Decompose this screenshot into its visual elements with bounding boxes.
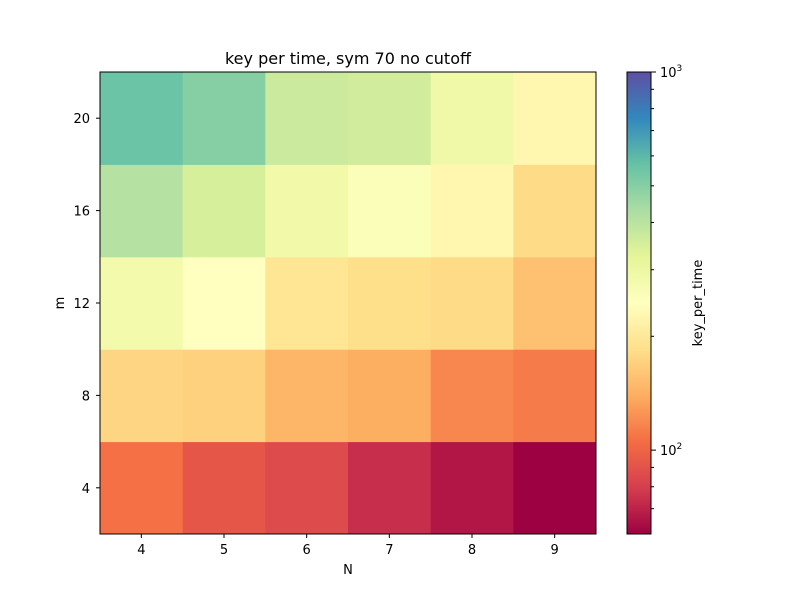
heatmap-cell: [348, 72, 432, 165]
heatmap-cells: [100, 72, 597, 535]
heatmap-cell: [182, 349, 266, 443]
heatmap-cell: [265, 256, 349, 350]
heatmap-cell: [100, 441, 184, 535]
heatmap-cell: [182, 256, 266, 350]
x-axis-label: N: [343, 563, 353, 578]
heatmap-cell: [513, 72, 597, 165]
colorbar-label: key_per_time: [691, 260, 706, 347]
heatmap-cell: [430, 349, 514, 443]
x-tick-label: 9: [551, 543, 559, 558]
chart-title: key per time, sym 70 no cutoff: [225, 49, 472, 68]
x-tick-label: 4: [137, 543, 145, 558]
heatmap-cell: [100, 256, 184, 350]
heatmap-cell: [513, 441, 597, 535]
colorbar: [626, 71, 652, 535]
colorbar-ticks: 102 103: [651, 64, 682, 510]
y-tick-label: 4: [82, 482, 90, 497]
x-tick-label: 6: [303, 543, 311, 558]
heatmap-cell: [265, 72, 349, 165]
y-tick-label: 20: [73, 112, 90, 127]
x-tick-label: 8: [468, 543, 476, 558]
colorbar-tick-label: 102: [660, 442, 682, 459]
heatmap-cell: [265, 441, 349, 535]
y-tick-label: 16: [73, 205, 90, 220]
heatmap-cell: [513, 256, 597, 350]
heatmap-cell: [100, 72, 184, 165]
heatmap-cell: [348, 256, 432, 350]
heatmap-cell: [182, 441, 266, 535]
x-axis-ticks: 4 5 6 7 8 9: [137, 534, 559, 558]
heatmap-cell: [265, 349, 349, 443]
heatmap-cell: [430, 441, 514, 535]
heatmap-cell: [348, 349, 432, 443]
heatmap-cell: [348, 441, 432, 535]
heatmap-cell: [182, 164, 266, 258]
heatmap-cell: [100, 349, 184, 443]
heatmap-cell: [430, 72, 514, 165]
heatmap-cell: [100, 164, 184, 258]
y-axis-ticks: 4 8 12 16 20: [73, 112, 100, 497]
y-tick-label: 8: [82, 389, 90, 404]
heatmap-cell: [265, 164, 349, 258]
heatmap-cell: [182, 72, 266, 165]
colorbar-tick-label: 103: [660, 64, 682, 81]
heatmap-cell: [430, 164, 514, 258]
heatmap-cell: [513, 164, 597, 258]
heatmap-cell: [513, 349, 597, 443]
heatmap-cell: [348, 164, 432, 258]
y-tick-label: 12: [73, 297, 90, 312]
heatmap-cell: [430, 256, 514, 350]
x-tick-label: 5: [220, 543, 228, 558]
y-axis-label: m: [53, 297, 68, 310]
x-tick-label: 7: [385, 543, 393, 558]
